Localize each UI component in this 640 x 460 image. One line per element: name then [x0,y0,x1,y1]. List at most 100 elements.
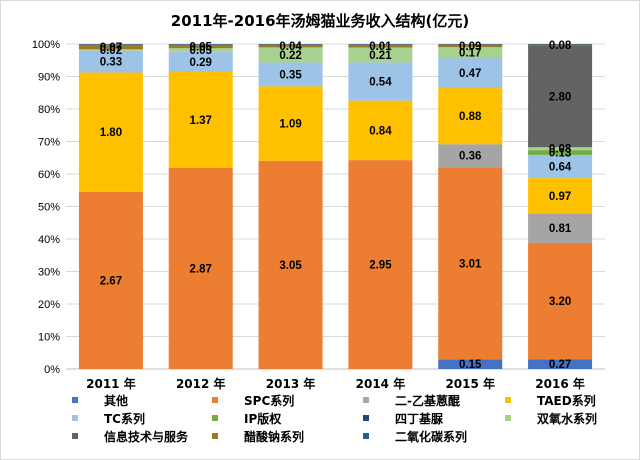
legend-label: 四丁基脲 [395,411,443,426]
bar-segment [168,44,233,45]
x-tick-label: 2011 年 [86,376,136,391]
chart-title: 2011年-2016年汤姆猫业务收入结构(亿元) [171,12,469,30]
legend-swatch [363,433,369,439]
data-label: 0.22 [279,50,301,62]
data-label: 0.36 [459,151,481,163]
data-label: 0.04 [279,41,302,53]
data-label: 0.84 [369,125,392,137]
legend-swatch [363,397,369,403]
y-axis: 0% 10% 20% 30% 40% 50% 60% 70% 80% 90% 100% [32,39,60,376]
bar-segment [528,154,593,179]
bar-segment [438,58,503,89]
legend-swatch [72,397,78,403]
data-label: 0.35 [279,69,302,81]
legend-label: 信息技术与服务 [104,429,189,444]
bar-segment [348,160,413,369]
data-label: 3.20 [549,296,571,308]
bar-segment [168,72,233,168]
data-label: 0.15 [459,359,482,371]
data-label: 0.05 [190,45,213,57]
data-label: 2.67 [100,275,122,287]
x-tick-label: 2013 年 [266,376,316,391]
legend-label: TC系列 [104,411,145,426]
bar-segment [258,44,323,48]
legend-label: 醋酸钠系列 [244,429,304,444]
data-labels: 2.671.800.330.020.072.871.370.290.050.05… [100,40,572,371]
data-label: 0.07 [100,42,122,54]
gridlines [66,43,605,370]
bar-segment [528,242,593,360]
bar-segment [168,48,233,52]
bar-segment [168,167,233,369]
bar-segment [168,44,233,49]
y-tick-label: 100% [32,39,60,51]
data-label: 3.05 [279,260,302,272]
y-tick-label: 20% [38,299,60,311]
x-tick-label: 2012 年 [176,376,226,391]
bar-segment [78,49,143,51]
data-label: 0.33 [100,57,122,69]
bar-segment [528,147,593,151]
bar-segment [78,44,143,45]
data-label: 0.88 [459,111,482,123]
bar-segment [258,62,323,87]
bar-segment [78,50,143,73]
data-label: 0.97 [549,191,571,203]
data-label: 0.21 [369,50,392,62]
bar-segment [528,44,593,45]
data-label: 0.64 [549,162,572,174]
legend: 其他 SPC系列 二-乙基蒽醌 TAED系列 TC系列 IP版权 四丁基脲 双氧水系列信息技术… [72,393,597,444]
legend-label: IP版权 [244,411,282,426]
bar-segment [438,359,503,369]
data-label: 0.54 [369,77,392,89]
y-tick-label: 60% [38,169,60,181]
x-axis: 2011 年 2012 年 2013 年 2014 年 2015 年 2016 年 [86,376,585,391]
bar-segment [438,167,503,360]
y-tick-label: 10% [38,332,60,344]
bar-segment [348,47,413,63]
bar-segment [78,72,143,192]
bar-segment [78,44,143,50]
x-tick-label: 2014 年 [356,376,406,391]
bar-segment [438,44,503,48]
data-label: 3.01 [459,258,482,270]
x-tick-label: 2016 年 [535,376,585,391]
legend-label: TAED系列 [537,393,596,408]
data-label: 0.47 [459,68,481,80]
bar-segment [348,44,413,45]
legend-swatch [505,397,511,403]
bar-segment [438,44,503,45]
bars [78,44,593,369]
bar-segment [258,47,323,63]
bar-segment [528,45,593,148]
legend-swatch [72,415,78,421]
data-label: 1.80 [100,127,122,139]
bar-segment [528,44,593,46]
y-tick-label: 40% [38,234,60,246]
y-tick-label: 90% [38,72,60,84]
legend-swatch [363,415,369,421]
bar-segment [258,44,323,45]
bar-segment [348,100,413,161]
data-label: 0.05 [190,41,213,53]
bar-segment [438,144,503,168]
bar-segment [168,51,233,73]
data-label: 2.80 [549,91,571,103]
legend-label: 其他 [104,393,128,408]
data-label: 2.95 [369,260,392,272]
data-label: 0.13 [549,148,571,160]
data-label: 2.87 [190,263,212,275]
bar-segment [258,86,323,161]
legend-swatch [72,433,78,439]
legend-label: 双氧水系列 [537,411,597,426]
bar-segment [528,359,593,369]
data-label: 0.02 [100,45,122,57]
data-label: 0.09 [459,41,481,53]
data-label: 1.09 [279,119,301,131]
bar-segment [438,88,503,145]
legend-label: 二氧化碳系列 [395,429,467,444]
bar-segment [258,160,323,369]
legend-label: SPC系列 [244,393,294,408]
